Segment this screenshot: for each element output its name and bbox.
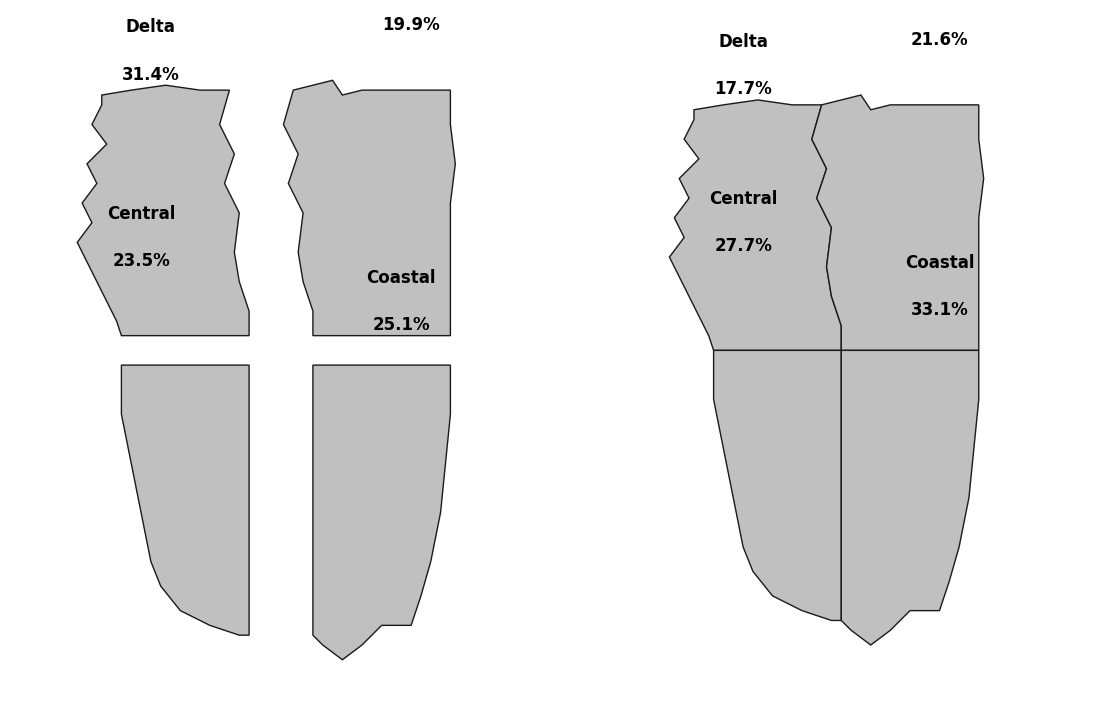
Text: 33.1%: 33.1% (910, 302, 968, 319)
Text: 25.1%: 25.1% (373, 316, 430, 334)
Text: 23.5%: 23.5% (112, 252, 170, 270)
Text: 17.7%: 17.7% (714, 81, 771, 98)
Text: 21.6%: 21.6% (910, 31, 968, 49)
Text: Delta: Delta (718, 33, 768, 51)
Polygon shape (121, 365, 249, 635)
Polygon shape (841, 350, 979, 645)
Text: Delta: Delta (125, 18, 175, 36)
Polygon shape (811, 95, 983, 350)
Text: 19.9%: 19.9% (382, 16, 440, 34)
Text: 31.4%: 31.4% (122, 66, 180, 83)
Text: Northeast: Northeast (892, 0, 987, 1)
Polygon shape (669, 100, 841, 350)
Text: Coastal: Coastal (366, 269, 436, 287)
Text: Central: Central (709, 190, 777, 208)
Text: Coastal: Coastal (905, 254, 975, 272)
Text: 27.7%: 27.7% (714, 237, 773, 255)
Text: Central: Central (107, 205, 175, 222)
Polygon shape (313, 365, 451, 660)
Polygon shape (283, 81, 455, 336)
Polygon shape (78, 86, 249, 336)
Polygon shape (714, 350, 841, 620)
